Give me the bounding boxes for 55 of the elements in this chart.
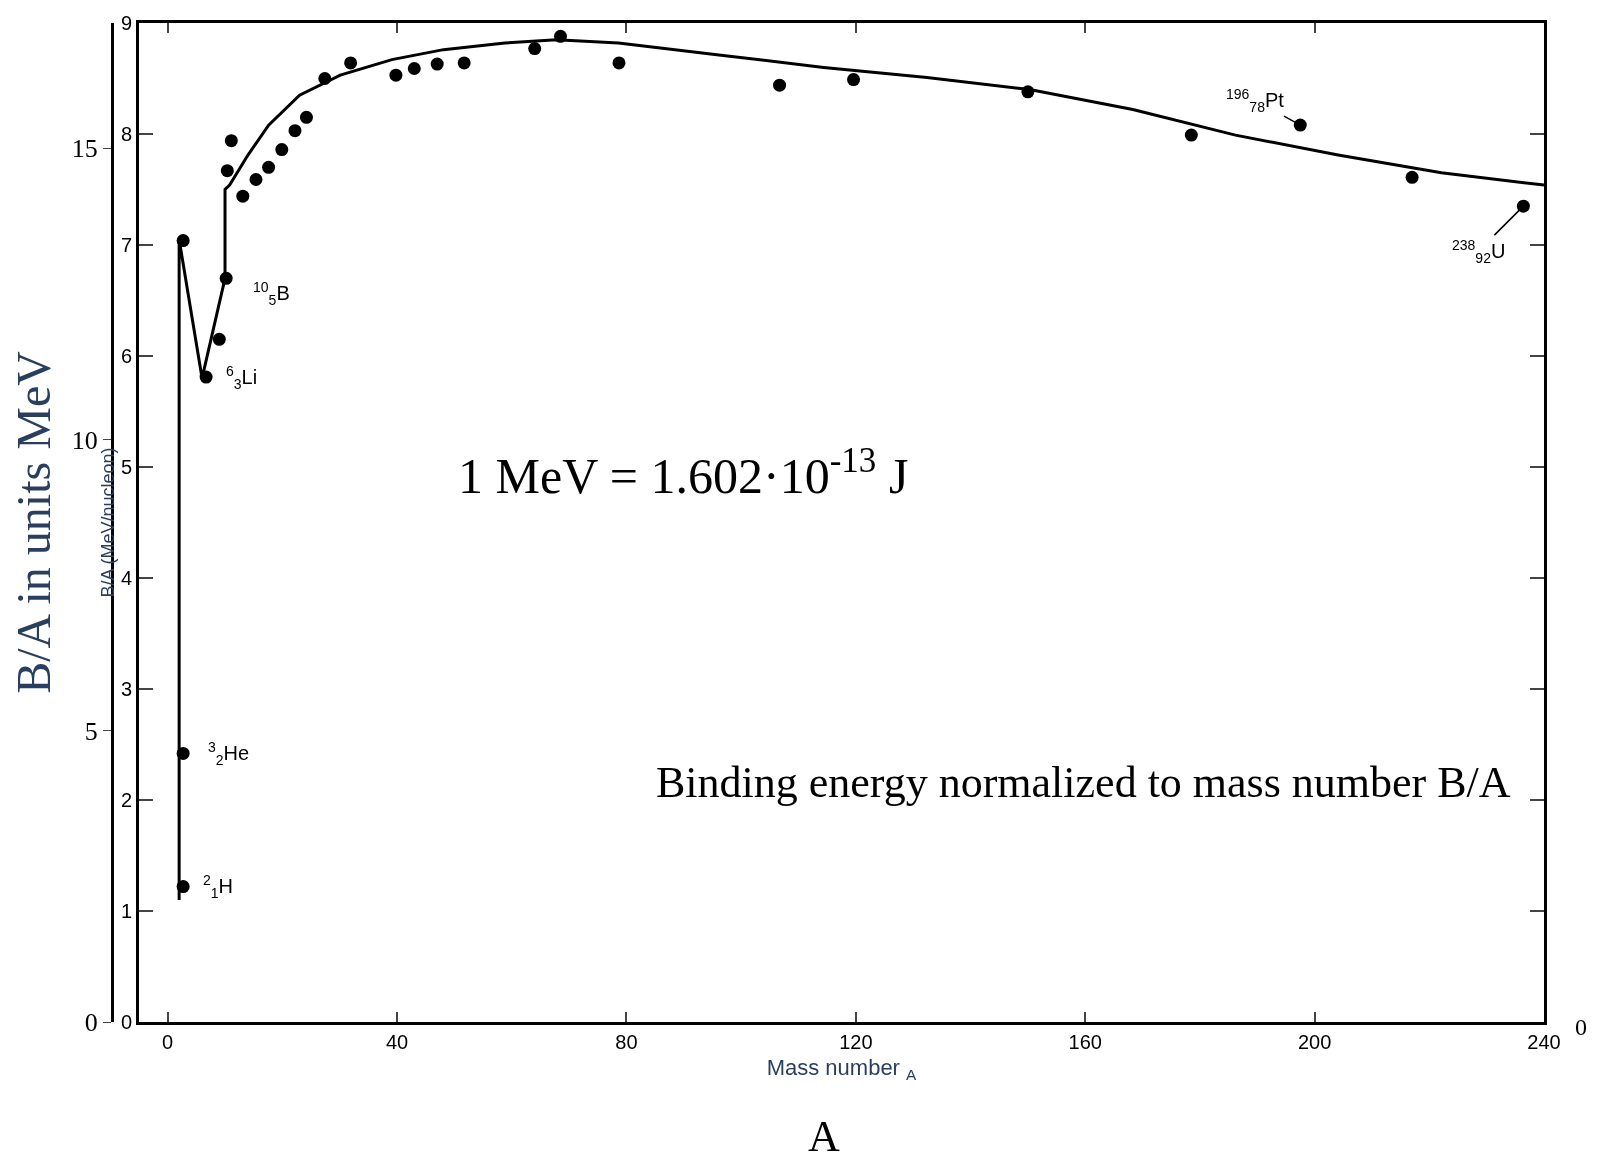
- y2-tick-label: 10: [71, 425, 98, 455]
- point: [176, 746, 190, 760]
- point: [262, 160, 276, 174]
- y-axis-title: B/A (MeV/nucleon): [98, 447, 119, 598]
- point: [528, 42, 542, 56]
- point: [224, 134, 238, 148]
- point: [249, 173, 263, 186]
- point: [1021, 85, 1035, 99]
- point: [773, 78, 787, 92]
- x-tick-label: 80: [615, 1031, 638, 1053]
- x-tick-label: 240: [1527, 1031, 1561, 1053]
- point: [318, 72, 332, 85]
- x-tick-label: 120: [839, 1031, 873, 1053]
- y-tick-label: 4: [120, 567, 132, 589]
- point: [612, 56, 626, 70]
- point: [199, 370, 213, 384]
- x-tick-label: 200: [1297, 1031, 1332, 1053]
- point: [212, 332, 226, 346]
- y2-axis-title: B/A in units MeV: [7, 350, 61, 694]
- x-tick-label: 40: [385, 1031, 409, 1053]
- point: [430, 57, 444, 71]
- point: [457, 56, 471, 70]
- y-tick-label: 9: [120, 12, 132, 34]
- y-tick-label: 0: [120, 1011, 132, 1033]
- point: [236, 189, 250, 203]
- text: A: [808, 1112, 840, 1161]
- point: [299, 110, 313, 124]
- point: [176, 880, 190, 894]
- point: [344, 56, 358, 70]
- y-tick-label: 8: [120, 123, 132, 145]
- x-tick-label: 160: [1068, 1031, 1102, 1053]
- point: [389, 68, 403, 82]
- y2-tick-label: 5: [84, 716, 98, 746]
- x-tick-label: 0: [162, 1031, 174, 1053]
- point: [176, 234, 190, 248]
- y2-tick-label: 15: [71, 134, 98, 164]
- y-tick-label: 1: [120, 900, 132, 922]
- y-tick-label: 3: [120, 678, 132, 700]
- point: [219, 271, 233, 285]
- x-axis-title: Mass number $_{A}$: [766, 1054, 918, 1083]
- y-tick-label: 5: [120, 456, 132, 478]
- point: [1405, 170, 1419, 184]
- point: [554, 29, 567, 43]
- annotation: 1 MeV = 1.602·10$^{-13}$ J: [458, 441, 909, 504]
- point: [1516, 199, 1530, 213]
- point: [275, 143, 289, 157]
- annotation: Binding energy normalized to mass number B/A: [656, 758, 1511, 807]
- point: [847, 73, 861, 87]
- point: [288, 124, 302, 138]
- y-tick-label: 6: [120, 345, 132, 367]
- point: [220, 164, 234, 178]
- y-tick-label: 2: [120, 789, 132, 811]
- point: [407, 62, 421, 75]
- y-tick-label: 7: [120, 234, 132, 256]
- point: [1184, 128, 1198, 142]
